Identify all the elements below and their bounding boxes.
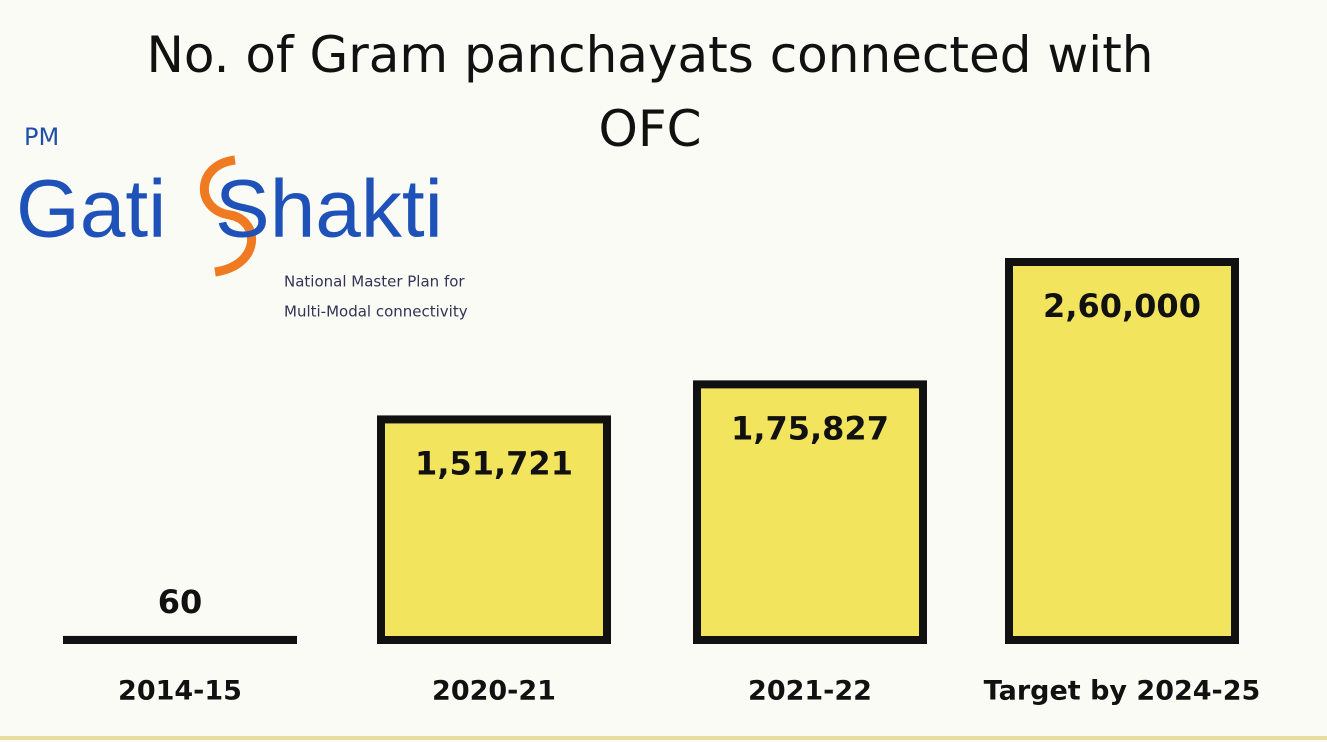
- value-label: 1,51,721: [415, 444, 573, 482]
- logo-word: Gati: [16, 164, 166, 255]
- value-label: 60: [158, 583, 203, 621]
- logo-swoosh: [199, 155, 256, 277]
- bar: [693, 380, 927, 645]
- logo-word: Shakti: [215, 164, 443, 255]
- x-tick-label: Target by 2024-25: [984, 676, 1261, 707]
- bar: [377, 415, 611, 645]
- x-tick-label: 2021-22: [748, 676, 872, 707]
- logo-tagline: National Master Plan for: [284, 273, 465, 291]
- bar: [1005, 258, 1239, 644]
- logo-tagline: Multi-Modal connectivity: [284, 303, 468, 321]
- value-label: 1,75,827: [731, 409, 889, 447]
- x-tick-label: 2020-21: [432, 676, 556, 707]
- chart-title: No. of Gram panchayats connected with OF…: [146, 26, 1154, 158]
- value-label: 2,60,000: [1043, 287, 1201, 325]
- logo-prefix: PM: [24, 123, 59, 151]
- x-tick-label: 2014-15: [118, 676, 242, 707]
